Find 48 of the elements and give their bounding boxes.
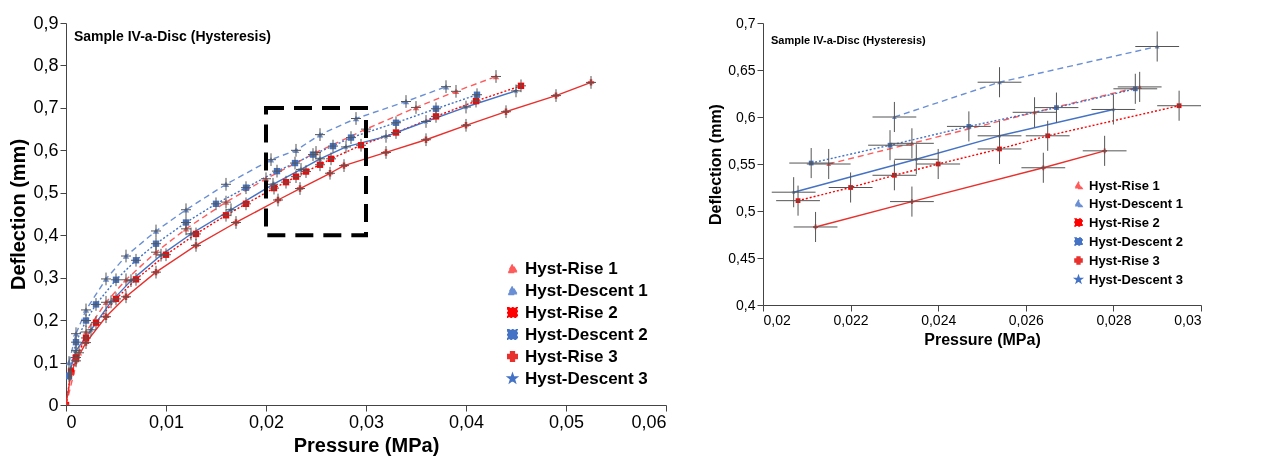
- legend-label: Hyst-Descent 2: [1089, 233, 1183, 249]
- legend-label: Hyst-Rise 3: [525, 346, 618, 366]
- x-tick-label: 0,03: [1174, 311, 1202, 328]
- y-tick-label: 0,55: [728, 155, 756, 172]
- x-tick-label: 0,026: [1008, 311, 1045, 328]
- x-tick-label: 0,05: [548, 411, 585, 432]
- x-tick-label: 0,02: [248, 411, 285, 432]
- legend-label: Hyst-Rise 1: [525, 258, 618, 278]
- y-tick-label: 0,4: [736, 296, 756, 313]
- y-tick-label: 0,5: [736, 202, 756, 219]
- y-tick-label: 0,2: [33, 309, 59, 330]
- legend-label: Hyst-Descent 1: [1089, 195, 1183, 211]
- legend-label: Hyst-Rise 3: [1089, 252, 1160, 268]
- y-tick-label: 0: [48, 394, 59, 415]
- legend-label: Hyst-Rise 1: [1089, 177, 1160, 193]
- x-tick-label: 0: [66, 411, 77, 432]
- y-tick-label: 0,6: [736, 108, 756, 125]
- x-tick-label: 0,02: [763, 311, 791, 328]
- legend-label: Hyst-Descent 3: [1089, 271, 1183, 287]
- y-tick-label: 0,6: [33, 139, 59, 160]
- chart-title: Sample IV-a-Disc (Hysteresis): [74, 28, 271, 44]
- x-tick-label: 0,03: [348, 411, 385, 432]
- legend-label: Hyst-Rise 2: [1089, 214, 1160, 230]
- x-tick-label: 0,024: [921, 311, 957, 328]
- legend-label: Hyst-Descent 2: [525, 324, 648, 344]
- y-tick-label: 0,9: [33, 12, 59, 33]
- y-tick-label: 0,7: [33, 97, 59, 118]
- x-axis-title: Pressure (MPa): [924, 330, 1041, 348]
- y-axis-title: Deflection (mm): [7, 138, 30, 291]
- x-tick-label: 0,028: [1096, 311, 1132, 328]
- y-tick-label: 0,3: [33, 267, 59, 288]
- y-tick-label: 0,8: [33, 54, 59, 75]
- y-tick-label: 0,1: [33, 352, 59, 373]
- legend-label: Hyst-Descent 3: [525, 368, 648, 388]
- legend-label: Hyst-Rise 2: [525, 302, 618, 322]
- legend-label: Hyst-Descent 1: [525, 280, 648, 300]
- x-axis-title: Pressure (MPa): [293, 433, 440, 456]
- y-axis-title: Deflection (mm): [707, 104, 725, 225]
- y-tick-label: 0,7: [736, 14, 756, 31]
- x-tick-label: 0,04: [448, 411, 485, 432]
- y-tick-label: 0,65: [728, 61, 756, 78]
- y-tick-label: 0,5: [33, 182, 59, 203]
- x-tick-label: 0,022: [833, 311, 869, 328]
- y-tick-label: 0,45: [728, 249, 756, 266]
- x-tick-label: 0,01: [148, 411, 185, 432]
- x-tick-label: 0,06: [631, 411, 667, 432]
- y-tick-label: 0,4: [33, 224, 59, 245]
- text: Sample IV-a-Disc (Hysteresis): [771, 34, 927, 46]
